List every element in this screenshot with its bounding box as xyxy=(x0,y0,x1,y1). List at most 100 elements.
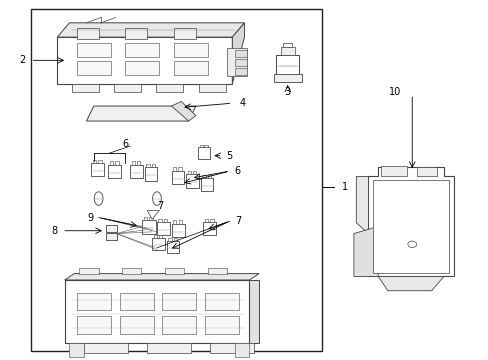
Bar xyxy=(276,55,299,75)
Bar xyxy=(106,233,116,240)
Text: 3: 3 xyxy=(284,87,290,98)
Bar xyxy=(149,217,153,220)
Bar xyxy=(125,43,159,57)
Bar xyxy=(98,159,102,163)
Bar xyxy=(227,48,246,76)
Bar xyxy=(114,84,141,93)
Bar xyxy=(416,167,436,176)
Bar xyxy=(198,148,210,159)
Bar xyxy=(64,280,249,342)
Bar xyxy=(204,316,239,334)
Bar xyxy=(69,342,84,357)
Text: 5: 5 xyxy=(226,151,232,161)
Bar xyxy=(77,43,111,57)
Bar xyxy=(164,268,184,274)
Bar xyxy=(91,163,104,176)
Bar xyxy=(178,220,182,224)
Bar xyxy=(273,73,301,82)
Polygon shape xyxy=(377,276,443,291)
Bar xyxy=(234,59,246,66)
Ellipse shape xyxy=(94,192,103,205)
Bar xyxy=(204,219,207,222)
Bar xyxy=(210,219,213,222)
Bar xyxy=(173,167,176,171)
Bar xyxy=(283,43,291,47)
Bar xyxy=(174,28,196,39)
Bar xyxy=(372,180,448,273)
Ellipse shape xyxy=(407,241,416,248)
Bar xyxy=(156,84,183,93)
Bar xyxy=(77,293,111,310)
Text: 7: 7 xyxy=(234,216,241,226)
Bar xyxy=(93,159,96,163)
Polygon shape xyxy=(86,106,196,121)
Bar xyxy=(380,166,407,176)
Polygon shape xyxy=(232,23,244,84)
Bar xyxy=(77,316,111,334)
Bar xyxy=(157,222,170,235)
Bar xyxy=(162,316,196,334)
Bar xyxy=(178,167,182,171)
Polygon shape xyxy=(171,102,196,121)
Bar xyxy=(202,175,205,178)
Bar xyxy=(187,171,191,174)
Polygon shape xyxy=(64,274,259,280)
Bar xyxy=(122,268,141,274)
Polygon shape xyxy=(353,226,377,276)
Polygon shape xyxy=(368,167,453,276)
Bar xyxy=(193,171,196,174)
Bar xyxy=(199,84,225,93)
Text: 8: 8 xyxy=(51,226,57,236)
Bar xyxy=(57,37,232,84)
Bar xyxy=(108,165,121,178)
Bar xyxy=(142,220,155,234)
Bar xyxy=(174,43,207,57)
Bar xyxy=(84,342,127,352)
Bar xyxy=(162,293,196,310)
Bar xyxy=(110,161,113,165)
Bar xyxy=(168,238,171,241)
Bar xyxy=(30,9,322,351)
Bar xyxy=(159,235,162,238)
Polygon shape xyxy=(57,23,244,37)
Bar xyxy=(115,161,118,165)
Bar xyxy=(79,268,99,274)
Polygon shape xyxy=(249,280,259,342)
Bar xyxy=(158,219,162,222)
Bar xyxy=(201,178,213,192)
Bar xyxy=(174,61,207,75)
Bar xyxy=(151,164,155,167)
Bar xyxy=(171,224,184,237)
Bar xyxy=(119,316,153,334)
Bar xyxy=(186,174,199,188)
Bar xyxy=(119,293,153,310)
Bar xyxy=(204,293,239,310)
Bar xyxy=(144,167,157,181)
Bar xyxy=(203,145,207,148)
Bar xyxy=(173,220,176,224)
Bar xyxy=(77,61,111,75)
Bar xyxy=(72,84,99,93)
Bar xyxy=(207,175,210,178)
Bar xyxy=(210,342,254,352)
Bar xyxy=(125,61,159,75)
Bar xyxy=(106,225,116,232)
Bar xyxy=(207,268,226,274)
Text: 1: 1 xyxy=(341,182,347,192)
Ellipse shape xyxy=(152,192,161,205)
Bar xyxy=(125,28,147,39)
Bar xyxy=(77,28,99,39)
Text: 7: 7 xyxy=(157,201,163,211)
Bar xyxy=(173,238,177,241)
Bar xyxy=(171,171,184,184)
Polygon shape xyxy=(356,176,368,234)
Bar xyxy=(281,47,294,55)
Bar xyxy=(153,235,157,238)
Text: 4: 4 xyxy=(239,98,245,108)
Bar xyxy=(143,217,147,220)
Bar xyxy=(137,161,140,165)
Text: 9: 9 xyxy=(87,212,94,222)
Bar xyxy=(131,161,135,165)
Bar xyxy=(130,165,142,178)
Bar xyxy=(163,219,167,222)
